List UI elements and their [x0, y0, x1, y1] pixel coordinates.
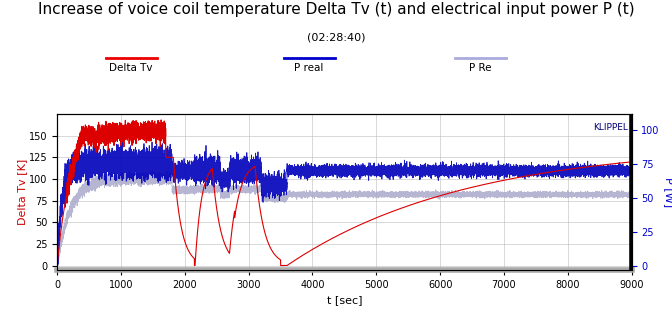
- Y-axis label: P [W]: P [W]: [664, 177, 672, 207]
- Text: (02:28:40): (02:28:40): [306, 33, 366, 43]
- Text: P real: P real: [294, 63, 324, 73]
- Text: Increase of voice coil temperature Delta Tv (t) and electrical input power P (t): Increase of voice coil temperature Delta…: [38, 2, 634, 17]
- Text: KLIPPEL: KLIPPEL: [593, 123, 628, 132]
- X-axis label: t [sec]: t [sec]: [327, 295, 362, 305]
- Y-axis label: Delta Tv [K]: Delta Tv [K]: [17, 159, 28, 225]
- Text: Delta Tv: Delta Tv: [110, 63, 153, 73]
- Text: P Re: P Re: [469, 63, 492, 73]
